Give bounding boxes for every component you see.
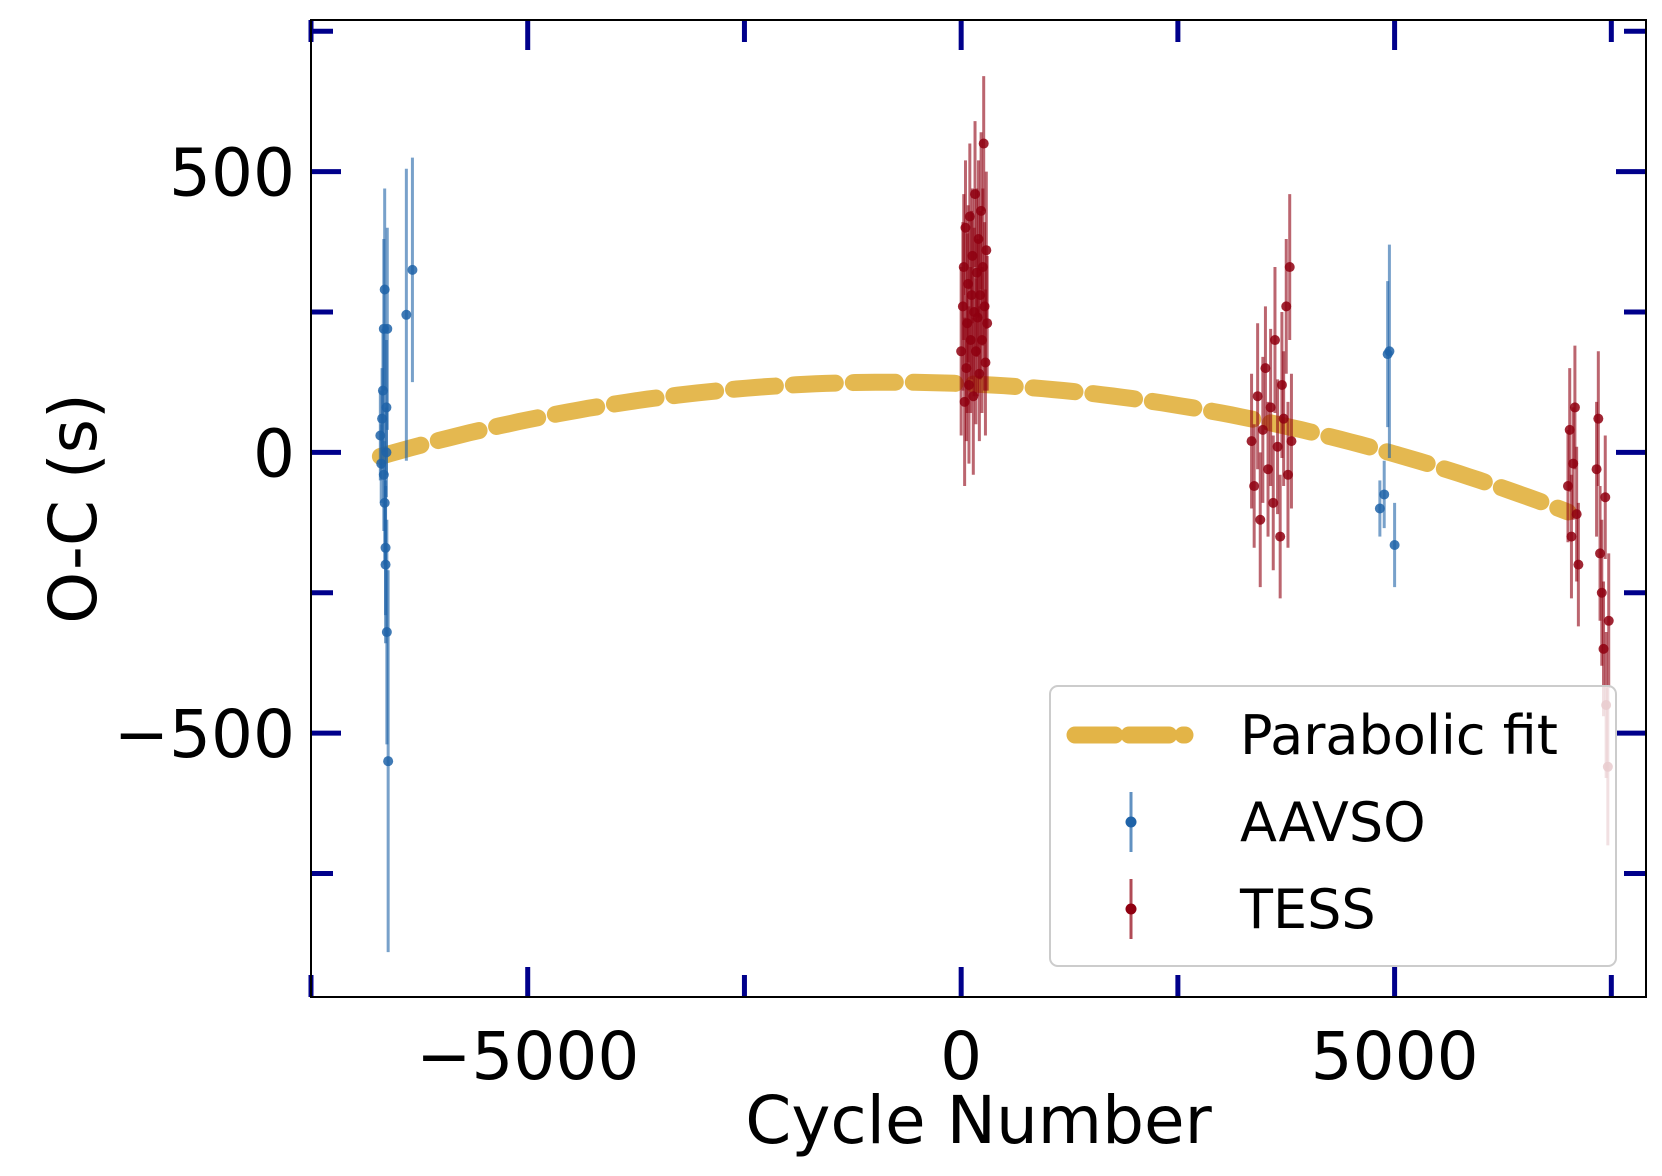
series-aavso [375, 157, 1400, 953]
aavso-data-point [1374, 503, 1385, 514]
x-tick-label: −5000 [416, 1018, 639, 1095]
tess-data-point [1272, 441, 1283, 452]
y-tick-label: −500 [114, 696, 295, 773]
aavso-data-point [1389, 539, 1400, 550]
tess-data-point [1249, 481, 1260, 492]
aavso-data-point [1379, 489, 1390, 500]
tess-data-point [1286, 436, 1297, 447]
tess-data-point [1269, 335, 1280, 346]
legend-marker-point [1125, 816, 1137, 828]
tess-data-point [1591, 464, 1602, 475]
legend-box [1049, 685, 1617, 967]
tess-data-point [1596, 587, 1607, 598]
tess-data-point [1278, 413, 1289, 424]
tess-data-point [1603, 615, 1614, 626]
y-tick-label: 0 [253, 415, 295, 492]
legend-label-parabolic-fit: Parabolic fit [1240, 704, 1558, 767]
aavso-data-point [401, 309, 412, 320]
points-layer [375, 76, 1614, 953]
tess-data-point [981, 245, 992, 256]
tess-data-point [1276, 379, 1287, 390]
y-axis-title: O-C (s) [35, 393, 112, 624]
tess-data-point [1275, 531, 1286, 542]
tess-data-point [1593, 413, 1604, 424]
y-tick-label: 500 [169, 135, 295, 212]
legend-label-tess: TESS [1239, 878, 1376, 941]
x-tick-label: 0 [940, 1018, 982, 1095]
tess-data-point [1573, 559, 1584, 570]
tess-data-point [1268, 497, 1279, 508]
legend-markers [1066, 726, 1194, 939]
tess-data-point [1255, 514, 1266, 525]
tess-data-point [1265, 402, 1276, 413]
tess-data-point [1600, 492, 1611, 503]
tess-data-point [1566, 531, 1577, 542]
tess-data-point [1252, 391, 1263, 402]
tess-data-point [1569, 402, 1580, 413]
plot-frame [310, 19, 1647, 998]
tess-data-point [1595, 548, 1606, 559]
x-tick-label: 5000 [1311, 1018, 1479, 1095]
tess-data-point [978, 138, 989, 149]
tess-data-point [1571, 509, 1582, 520]
tess-data-point [980, 357, 991, 368]
ticks-layer [308, 20, 1646, 997]
aavso-data-point [382, 323, 393, 334]
legend: Parabolic fit AAVSO TESS [1049, 685, 1617, 967]
aavso-data-point [1384, 346, 1395, 357]
legend-label-aavso: AAVSO [1240, 791, 1426, 854]
tess-data-point [1260, 363, 1271, 374]
x-axis-title: Cycle Number [745, 1082, 1212, 1159]
series-tess [956, 76, 1614, 846]
tess-data-point [1284, 262, 1295, 273]
aavso-data-point [407, 264, 418, 275]
tess-data-point [982, 318, 993, 329]
legend-marker-point [1125, 903, 1137, 915]
aavso-data-point [383, 756, 394, 767]
